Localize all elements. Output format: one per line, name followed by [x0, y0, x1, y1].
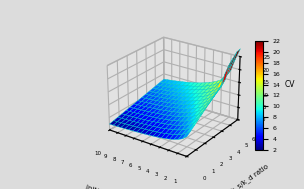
- Y-axis label: k_s/k_d ratio: k_s/k_d ratio: [230, 163, 270, 189]
- X-axis label: Initial SIC1 mRNAs: Initial SIC1 mRNAs: [85, 185, 148, 189]
